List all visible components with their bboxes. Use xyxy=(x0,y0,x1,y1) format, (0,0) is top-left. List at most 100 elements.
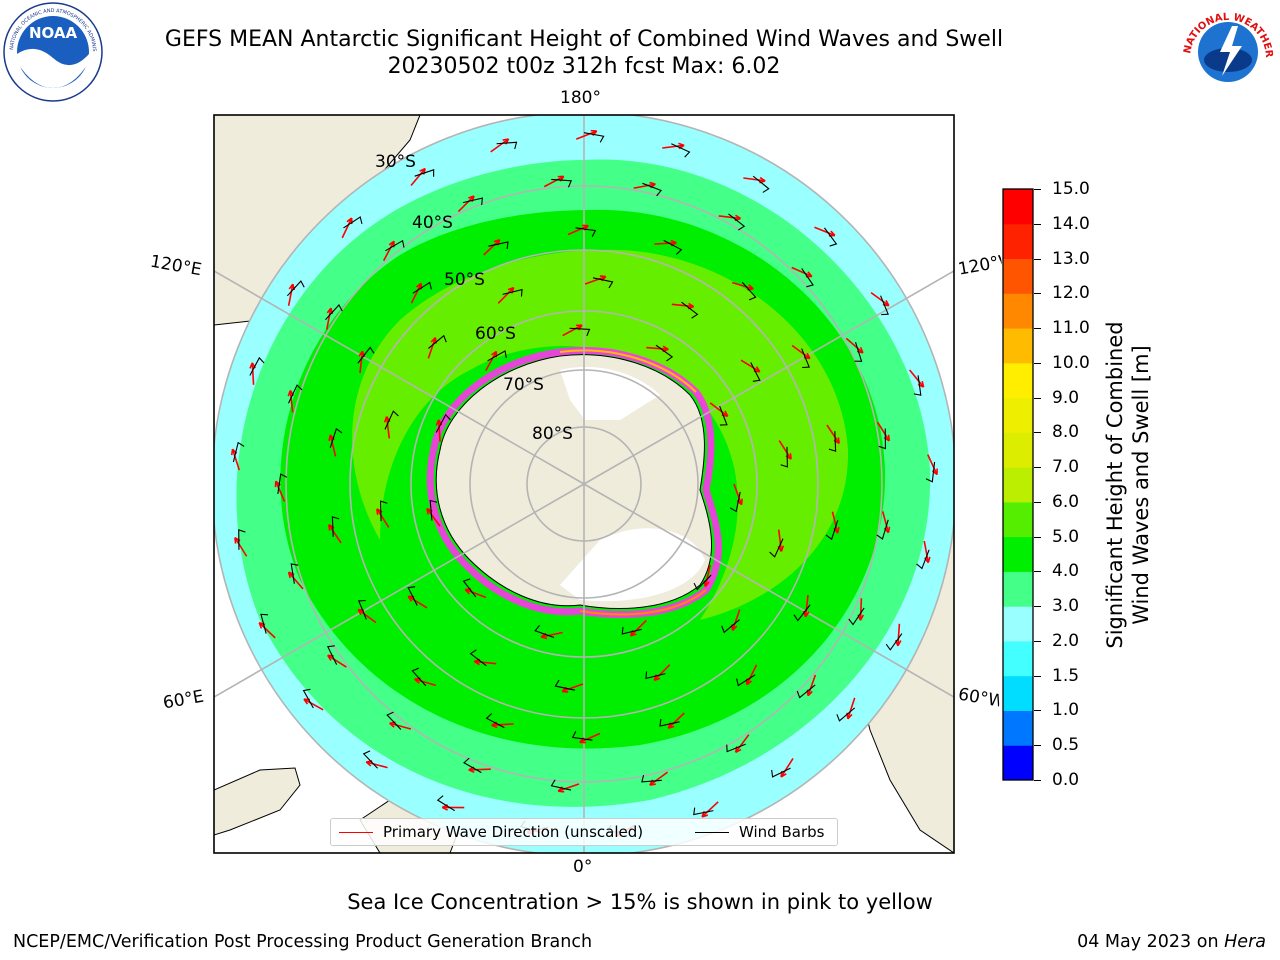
wave-direction-arrow xyxy=(701,801,719,818)
colorbar-cell xyxy=(1003,189,1033,225)
wave-direction-arrow xyxy=(927,454,938,475)
wind-barb xyxy=(260,613,268,634)
wave-direction-arrow xyxy=(743,177,766,182)
wave-direction-arrow xyxy=(826,424,840,444)
wave-direction-arrow xyxy=(328,524,342,544)
colorbar-tick-mark xyxy=(1034,467,1041,469)
footer-host: Hera xyxy=(1224,932,1266,952)
wave-direction-arrow xyxy=(649,771,669,786)
colorbar-tick-label: 4.0 xyxy=(1052,561,1080,582)
wind-barb xyxy=(592,277,614,289)
colorbar-tick-label: 1.0 xyxy=(1052,700,1080,721)
wind-barb xyxy=(435,413,451,433)
wind-barb xyxy=(429,499,438,521)
wind-barb xyxy=(463,757,482,774)
wave-direction-arrow xyxy=(329,434,337,457)
wind-barb xyxy=(796,684,816,699)
colorbar-cell xyxy=(1003,467,1033,503)
wind-barb xyxy=(771,767,791,778)
noaa-logo-icon: NOAA NATIONAL OCEANIC AND ATMOSPHERIC AD… xyxy=(0,0,103,106)
wind-barb xyxy=(780,446,788,468)
wind-barb xyxy=(642,182,663,197)
wave-direction-arrow xyxy=(382,240,395,262)
wave-direction-arrow xyxy=(804,594,809,617)
wind-barb xyxy=(719,405,728,426)
ross-ice-shelf xyxy=(560,366,660,420)
wind-barb xyxy=(534,624,555,639)
wave-direction-arrow xyxy=(359,351,364,374)
wind-barb xyxy=(286,280,305,297)
wave-direction-arrow xyxy=(474,660,497,665)
wave-direction-arrow xyxy=(807,674,817,696)
wave-direction-arrow xyxy=(414,678,437,687)
wind-barb xyxy=(726,743,746,753)
wave-direction-arrow xyxy=(366,761,388,769)
wind-barb xyxy=(550,779,572,791)
wind-barb xyxy=(880,295,889,316)
wind-barb xyxy=(232,441,245,463)
chart-title: GEFS MEAN Antarctic Significant Height o… xyxy=(164,27,1004,52)
swh-band-5-6 xyxy=(352,249,849,620)
footer-date-text: 04 May 2023 on xyxy=(1077,932,1219,952)
wave-direction-arrow xyxy=(540,631,563,638)
wave-direction-arrow xyxy=(437,419,441,442)
colorbar-tick-label: 0.5 xyxy=(1052,735,1080,756)
vector-layer xyxy=(230,129,938,837)
colorbar-label: Significant Height of Combined Wind Wave… xyxy=(1102,285,1154,685)
wind-barb xyxy=(358,599,367,620)
colorbar-tick-label: 15.0 xyxy=(1052,179,1090,199)
wave-direction-arrow xyxy=(731,281,754,290)
wave-direction-arrow xyxy=(671,303,694,308)
wind-barb xyxy=(238,529,246,550)
wind-barb xyxy=(823,227,838,247)
wave-direction-arrow xyxy=(464,588,487,599)
colorbar-tick-mark xyxy=(1034,606,1041,608)
wind-barb xyxy=(671,143,691,158)
wave-direction-arrow xyxy=(633,183,656,189)
wind-barb xyxy=(386,711,402,730)
wind-barb xyxy=(277,473,288,495)
colorbar-tick-label: 9.0 xyxy=(1052,387,1080,408)
wind-barb xyxy=(736,674,756,687)
colorbar-cell xyxy=(1003,675,1033,711)
wind-barb xyxy=(485,713,505,729)
wind-barb xyxy=(693,807,714,816)
colorbar-cell xyxy=(1003,710,1033,746)
wave-direction-arrow xyxy=(410,168,426,186)
wind-barb xyxy=(385,239,405,252)
wind-barb xyxy=(407,586,418,606)
wave-direction-arrow xyxy=(341,217,353,239)
lon-label-top: 180° xyxy=(560,88,601,108)
wave-direction-arrow xyxy=(497,287,515,304)
colorbar-cell xyxy=(1003,606,1033,642)
wind-barb xyxy=(288,384,303,404)
wind-barb-swatch xyxy=(695,832,729,833)
wind-barb xyxy=(721,619,740,634)
wave-direction-arrow xyxy=(709,402,729,417)
colorbar-cell xyxy=(1003,258,1033,294)
wave-direction-arrow xyxy=(778,440,792,460)
wave-direction-arrow xyxy=(876,421,890,442)
lat-label-60s: 60°S xyxy=(475,324,516,344)
wave-direction-arrow xyxy=(735,734,750,753)
wave-direction-arrow xyxy=(234,537,248,557)
wave-direction-arrow xyxy=(485,351,498,372)
lon-label-bottom: 0° xyxy=(573,857,593,877)
wind-barb xyxy=(325,304,343,321)
wind-barb xyxy=(836,707,856,722)
wind-barb xyxy=(380,500,388,522)
wave-direction-arrow xyxy=(746,664,758,685)
colorbar-cell xyxy=(1003,293,1033,329)
wave-direction-arrow xyxy=(847,697,856,720)
wave-direction-arrow xyxy=(654,241,677,245)
sea-ice-note: Sea Ice Concentration > 15% is shown in … xyxy=(347,890,933,914)
wave-direction-arrow xyxy=(385,416,391,439)
wind-barb xyxy=(913,375,922,396)
wave-direction-arrow xyxy=(357,608,377,624)
wind-barb xyxy=(793,604,811,622)
wave-direction-arrow xyxy=(731,609,741,631)
lat-label-70s: 70°S xyxy=(503,375,544,395)
colorbar-tick-mark xyxy=(1034,710,1041,712)
wind-barb xyxy=(343,216,363,229)
wave-direction-arrow xyxy=(490,138,510,153)
